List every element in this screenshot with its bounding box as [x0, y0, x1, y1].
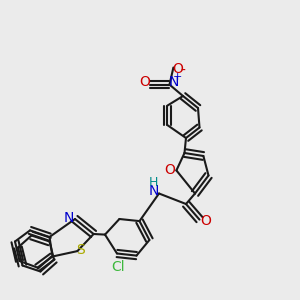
- Text: S: S: [76, 243, 85, 256]
- Text: O: O: [164, 164, 175, 177]
- Text: N: N: [148, 184, 159, 198]
- Text: O: O: [201, 214, 212, 228]
- Text: -: -: [180, 64, 185, 77]
- Text: +: +: [173, 72, 183, 82]
- Text: N: N: [63, 211, 74, 224]
- Text: Cl: Cl: [112, 260, 125, 274]
- Text: H: H: [149, 176, 158, 190]
- Text: N: N: [169, 75, 179, 88]
- Text: O: O: [172, 62, 183, 76]
- Text: O: O: [139, 75, 150, 88]
